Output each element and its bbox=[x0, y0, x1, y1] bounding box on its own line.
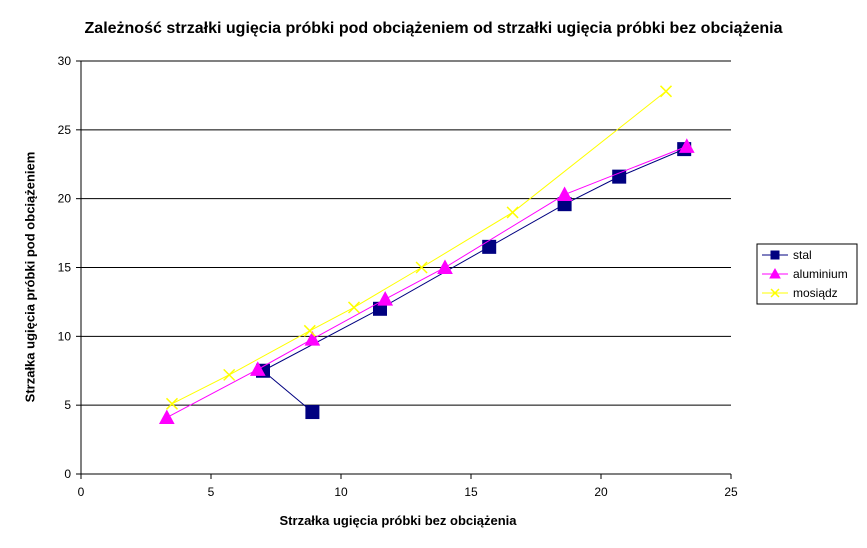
y-tick-label: 25 bbox=[58, 123, 72, 137]
data-point-triangle bbox=[437, 259, 453, 274]
axes bbox=[76, 60, 732, 479]
data-point-x-stroke bbox=[347, 301, 361, 314]
data-point-x bbox=[506, 206, 519, 219]
legend-label: stal bbox=[793, 248, 812, 262]
data-point-x bbox=[165, 397, 179, 410]
series-line bbox=[171, 90, 667, 405]
series-stal bbox=[256, 142, 692, 420]
data-point-triangle bbox=[158, 409, 175, 425]
data-point-triangle bbox=[377, 291, 394, 306]
series-line bbox=[262, 148, 685, 413]
legend-label: aluminium bbox=[793, 267, 848, 281]
data-point-triangle bbox=[556, 186, 573, 202]
y-tick-label: 0 bbox=[64, 467, 71, 481]
y-tick-label: 10 bbox=[58, 329, 72, 343]
data-point-x bbox=[659, 85, 673, 98]
x-tick-label: 20 bbox=[594, 485, 608, 499]
series-aluminium bbox=[158, 138, 695, 425]
data-point-x-stroke bbox=[770, 288, 780, 298]
data-point-x-stroke bbox=[506, 206, 519, 219]
chart-title: Zależność strzałki ugięcia próbki pod ob… bbox=[84, 20, 783, 37]
y-tick-label: 20 bbox=[58, 192, 72, 206]
data-point-triangle bbox=[678, 138, 695, 153]
data-point-x bbox=[415, 261, 428, 274]
data-point-square bbox=[770, 250, 780, 260]
x-axis-label: Strzałka ugięcia próbki bez obciążenia bbox=[279, 513, 517, 528]
series-layer bbox=[158, 85, 695, 425]
legend-label: mosiądz bbox=[793, 286, 838, 300]
y-tick-label: 5 bbox=[64, 398, 71, 412]
data-point-x bbox=[347, 301, 361, 314]
x-tick-label: 10 bbox=[334, 485, 348, 499]
data-point-x-stroke bbox=[659, 85, 673, 98]
data-point-triangle bbox=[304, 331, 321, 346]
data-point-x-stroke bbox=[165, 397, 179, 410]
x-tick-label: 5 bbox=[208, 485, 215, 499]
data-point-x-stroke bbox=[415, 261, 428, 274]
data-point-triangle bbox=[769, 267, 781, 279]
data-point-square bbox=[305, 405, 320, 420]
data-point-x bbox=[303, 324, 316, 337]
data-point-x-stroke bbox=[303, 324, 316, 337]
x-tick-label: 0 bbox=[78, 485, 85, 499]
x-tick-label: 25 bbox=[724, 485, 738, 499]
data-point-x bbox=[770, 288, 780, 298]
grid-lines bbox=[81, 60, 731, 406]
data-point-square bbox=[612, 169, 627, 184]
data-point-x-stroke bbox=[223, 368, 236, 381]
legend: stal aluminium mosiądz bbox=[756, 243, 858, 305]
y-tick-label: 30 bbox=[58, 54, 72, 68]
x-tick-label: 15 bbox=[464, 485, 478, 499]
tick-labels: 0 5 10 15 20 25 30 0 5 10 15 20 25 bbox=[58, 54, 738, 499]
data-point-triangle bbox=[249, 361, 266, 376]
data-point-square bbox=[482, 239, 497, 254]
y-tick-label: 15 bbox=[58, 261, 72, 275]
data-point-x bbox=[223, 368, 236, 381]
series-mosiądz bbox=[165, 85, 673, 410]
